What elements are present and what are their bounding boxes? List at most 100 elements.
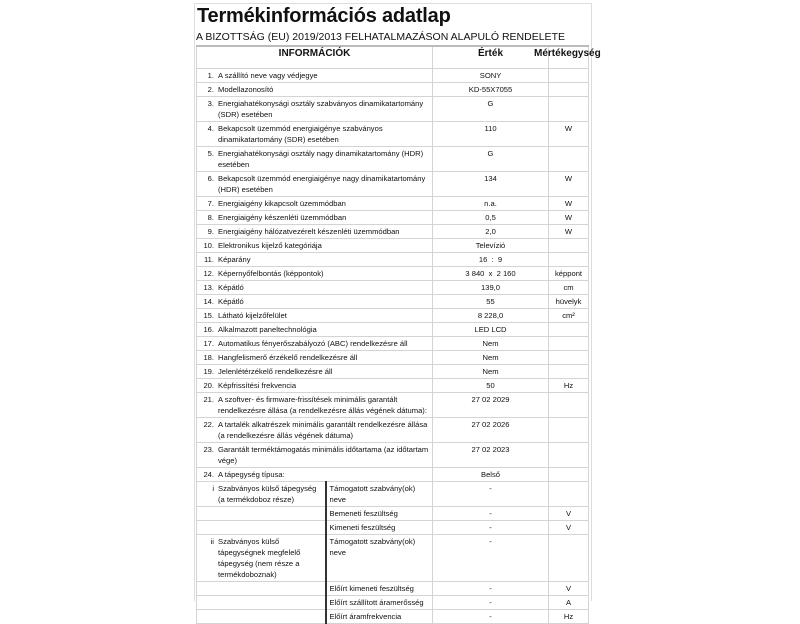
psu-group-number: i [212,483,214,493]
table-row: 1. A szállító neve vagy védjegye SONY [195,67,590,83]
info-label: 14. Képátló [195,293,434,309]
row-number: 11. [204,254,214,264]
row-text: Modellazonosító [218,84,274,94]
table-row: 3. Energiahatékonysági osztály szabványos… [195,95,590,122]
row-unit: Hz [548,377,590,393]
row-label: 1. A szállító neve vagy védjegye [200,70,429,81]
psu-row: Előírt kimeneti feszültség - V [196,580,590,596]
psu-item-unit [548,533,590,582]
row-text: Alkalmazott paneltechnológia [218,324,317,334]
row-text: Képátló [218,296,244,306]
row-number: 19. [203,366,214,376]
info-label: 18. Hangfelismerő érzékelő rendelkezésre … [195,349,434,365]
row-text: Energiahatékonysági osztály szabványos d… [218,98,424,119]
info-label: 1. A szállító neve vagy védjegye [195,67,434,83]
row-number: 13. [203,282,214,292]
row-unit [548,335,590,351]
psu-group-label: ii Szabványos külső tápegységnek megfelel… [196,533,326,582]
psu-item-value: - [432,519,550,535]
row-value: 0,5 [432,209,550,225]
row-label: 15. Látható kijelzőfelület [200,310,429,321]
table-row: 7. Energiaigény kikapcsolt üzemmódban n.a.… [195,195,590,211]
row-value: 2,0 [432,223,550,239]
row-text: Energiahatékonysági osztály nagy dinamik… [218,148,424,169]
row-number: 7. [207,198,214,208]
row-label: 23. Garantált terméktámogatás minimális i… [200,444,429,466]
row-number: 24. [203,469,214,479]
psu-group-label [196,505,326,521]
table-row: 15. Látható kijelzőfelület 8 228,0 cm² [195,307,590,323]
page-subtitle: A BIZOTTSÁG (EU) 2019/2013 FELHATALMAZÁS… [196,31,565,43]
psu-group-label [196,608,326,624]
table-row: 24. A tápegység típusa: Belső [195,466,590,482]
row-value: 3 840 x 2 160 [432,265,550,281]
row-value: KD-55X7055 [432,81,550,97]
psu-item-label: Előírt kimeneti feszültség [324,580,434,596]
row-value: Televízió [432,237,550,253]
table-row: 21. A szoftver- és firmware-frissítések m… [195,391,590,418]
info-label: 12. Képernyőfelbontás (képpontok) [195,265,434,281]
row-unit [548,321,590,337]
row-text: A tartalék alkatrészek minimális garantá… [218,419,428,440]
psu-item-value: - [432,594,550,610]
psu-group-label [196,519,326,535]
row-unit [548,67,590,83]
row-text: Jelenlétérzékelő rendelkezésre áll [218,366,333,376]
info-label: 24. A tápegység típusa: [195,466,434,482]
row-text: Automatikus fényerőszabályozó (ABC) rend… [218,338,408,348]
table-row: 23. Garantált terméktámogatás minimális i… [195,441,590,468]
row-unit: cm² [548,307,590,323]
row-value: 139,0 [432,279,550,295]
info-label: 9. Energiaigény hálózatvezérelt készenlét… [195,223,434,239]
table-row: 6. Bekapcsolt üzemmód energiaigénye nagy … [195,170,590,197]
info-label: 19. Jelenlétérzékelő rendelkezésre áll [195,363,434,379]
row-number: 6. [207,173,214,183]
table-row: 10. Elektronikus kijelző kategóriája Telev… [195,237,590,253]
row-text: Képernyőfelbontás (képpontok) [218,268,324,278]
header-info: INFORMÁCIÓK [195,45,434,69]
info-label: 21. A szoftver- és firmware-frissítések m… [195,391,434,418]
info-label: 23. Garantált terméktámogatás minimális i… [195,441,434,468]
row-text: Bekapcsolt üzemmód energiaigénye szabván… [218,123,383,144]
table-row: 14. Képátló 55 hüvelyk [195,293,590,309]
product-info-table: INFORMÁCIÓK Érték Mértékegység 1. A száll… [195,45,601,624]
row-label: 3. Energiahatékonysági osztály szabványos… [200,98,429,120]
row-number: 20. [203,380,214,390]
row-unit: W [548,170,590,197]
psu-item-label: Támogatott szabvány(ok) neve [324,480,434,507]
row-label: 6. Bekapcsolt üzemmód energiaigénye nagy … [200,173,429,195]
row-number: 4. [207,123,214,133]
row-number: 17. [203,338,214,348]
psu-row: i Szabványos külső tápegység (a termékdob… [196,480,590,507]
table-row: 16. Alkalmazott paneltechnológia LED LCD [195,321,590,337]
row-value: 27 02 2023 [432,441,550,468]
row-label: 19. Jelenlétérzékelő rendelkezésre áll [200,366,429,377]
row-value: Nem [432,335,550,351]
row-label: 22. A tartalék alkatrészek minimális gara… [200,419,429,441]
row-text: Látható kijelzőfelület [218,310,287,320]
psu-group-label [196,580,326,596]
table-row: 13. Képátló 139,0 cm [195,279,590,295]
row-number: 10. [203,240,214,250]
row-text: Hangfelismerő érzékelő rendelkezésre áll [218,352,358,362]
info-label: 6. Bekapcsolt üzemmód energiaigénye nagy … [195,170,434,197]
row-unit [548,251,590,267]
psu-row: ii Szabványos külső tápegységnek megfelel… [196,533,590,582]
psu-item-value: - [432,505,550,521]
row-value: Belső [432,466,550,482]
psu-item-unit [548,480,590,507]
psu-group-label: i Szabványos külső tápegység (a termékdob… [196,480,326,507]
row-unit: hüvelyk [548,293,590,309]
info-label: 3. Energiahatékonysági osztály szabványos… [195,95,434,122]
row-label: 17. Automatikus fényerőszabályozó (ABC) r… [200,338,429,349]
info-label: 13. Képátló [195,279,434,295]
row-number: 22. [203,419,214,429]
row-label: 21. A szoftver- és firmware-frissítések m… [200,394,429,416]
row-unit [548,349,590,365]
row-unit: W [548,195,590,211]
row-text: Képátló [218,282,244,292]
row-number: 21. [203,394,214,404]
psu-group: ii Szabványos külső tápegységnek megfelel… [200,536,322,580]
row-number: 14. [203,296,214,306]
row-unit: W [548,120,590,147]
